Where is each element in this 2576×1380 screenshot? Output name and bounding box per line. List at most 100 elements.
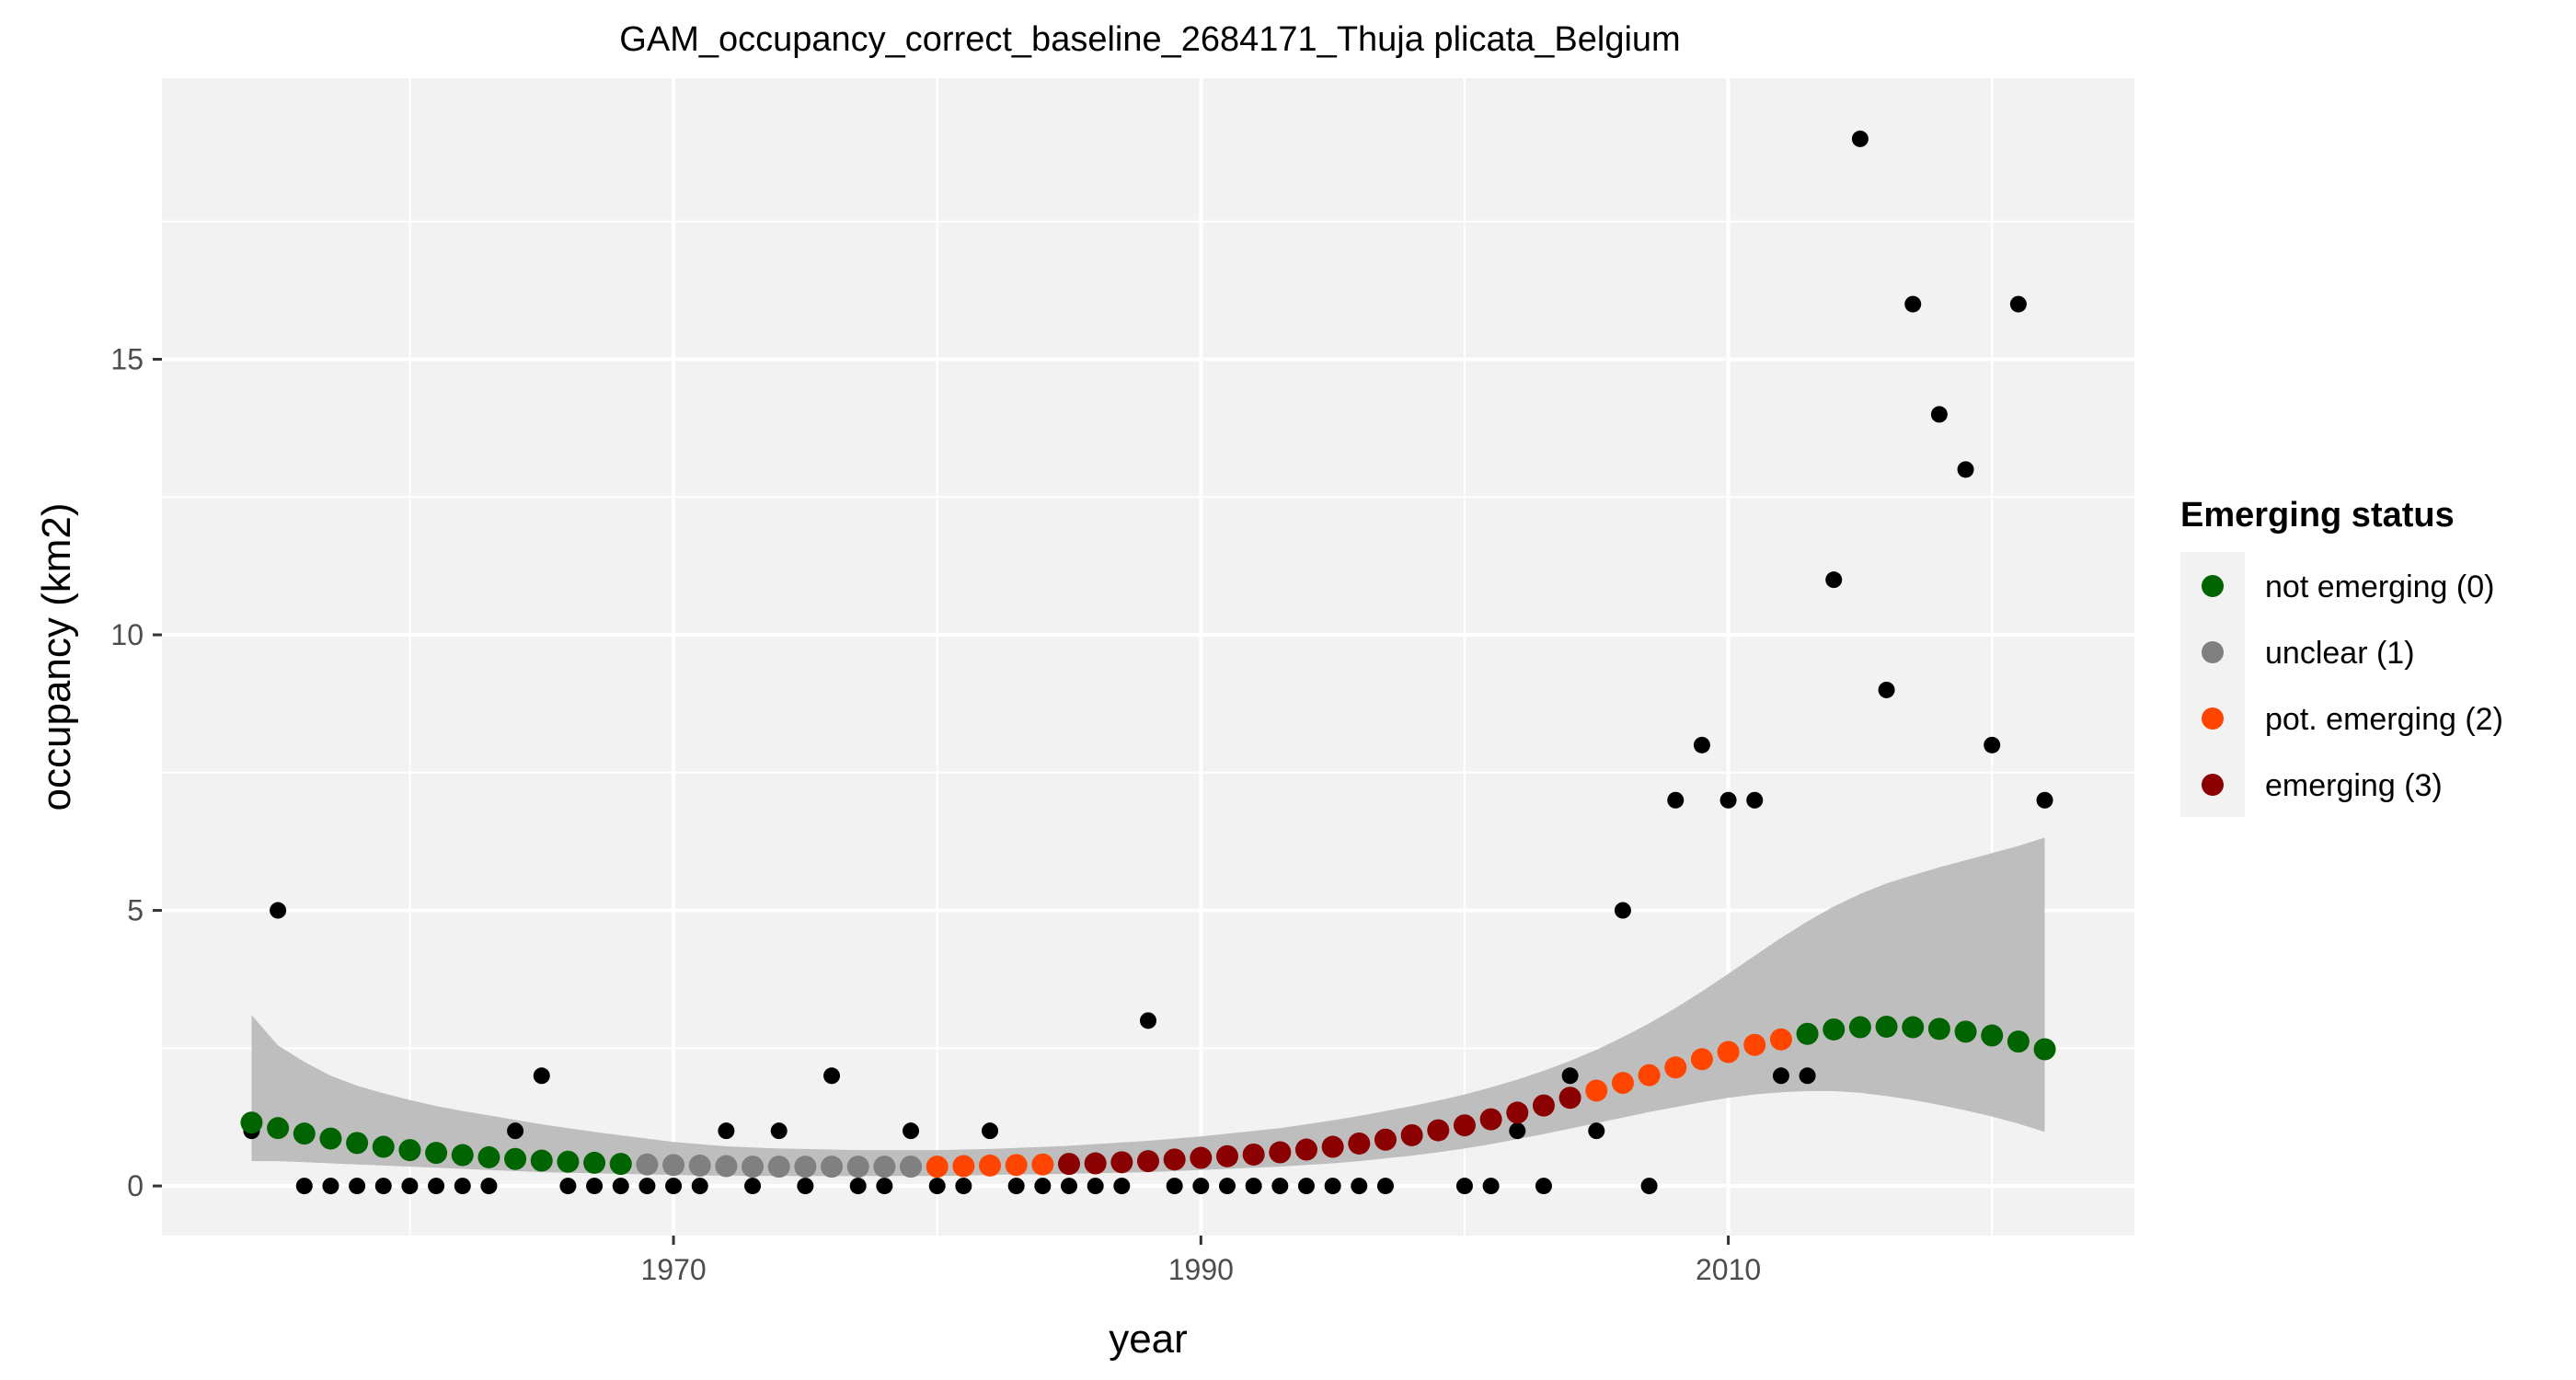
observed-point <box>1930 406 1948 423</box>
observed-point <box>1904 295 1922 313</box>
observed-point <box>480 1178 498 1195</box>
fitted-point <box>1558 1087 1581 1110</box>
observed-point <box>1535 1178 1552 1195</box>
observed-point <box>928 1178 946 1195</box>
fitted-point <box>2007 1030 2030 1053</box>
observed-point <box>295 1178 313 1195</box>
fitted-point <box>1796 1022 1819 1045</box>
observed-point <box>823 1067 841 1085</box>
fitted-point <box>504 1147 527 1170</box>
fitted-point <box>742 1156 765 1179</box>
fitted-point <box>1137 1150 1159 1173</box>
fitted-point <box>1954 1020 1977 1043</box>
legend-key <box>2202 641 2224 663</box>
fitted-point <box>1532 1094 1555 1117</box>
observed-point <box>1376 1178 1394 1195</box>
y-tick-label: 0 <box>127 1169 144 1202</box>
observed-point <box>1218 1178 1236 1195</box>
observed-point <box>1087 1178 1104 1195</box>
fitted-point <box>1427 1119 1450 1142</box>
legend-key <box>2202 575 2224 597</box>
fitted-point <box>1611 1072 1634 1095</box>
observed-point <box>797 1178 814 1195</box>
fitted-point <box>425 1142 448 1165</box>
fitted-point <box>767 1156 790 1179</box>
fitted-point <box>873 1156 896 1179</box>
observed-point <box>1667 791 1685 809</box>
observed-point <box>1509 1122 1526 1140</box>
fitted-point <box>1400 1123 1423 1146</box>
observed-point <box>955 1178 972 1195</box>
observed-point <box>586 1178 604 1195</box>
observed-point <box>1588 1122 1605 1140</box>
axes: 1970 1990 2010 0 5 10 15 <box>110 343 1761 1286</box>
fitted-point <box>1321 1135 1344 1158</box>
observed-point <box>1166 1178 1183 1195</box>
fitted-point <box>609 1153 632 1176</box>
observed-point <box>612 1178 629 1195</box>
y-axis-label: occupancy (km2) <box>34 502 79 811</box>
observed-point <box>903 1122 920 1140</box>
observed-point <box>1007 1178 1025 1195</box>
fitted-point <box>1506 1101 1529 1124</box>
fitted-point <box>293 1122 316 1145</box>
fitted-point <box>557 1150 580 1173</box>
observed-point <box>718 1122 735 1140</box>
observed-point <box>982 1122 999 1140</box>
legend-label: unclear (1) <box>2265 636 2415 671</box>
fitted-point <box>530 1149 553 1172</box>
fitted-point <box>477 1145 500 1168</box>
fitted-point <box>451 1144 474 1167</box>
x-tick-label: 1990 <box>1168 1253 1234 1286</box>
observed-point <box>849 1178 867 1195</box>
fitted-point <box>715 1155 738 1178</box>
fitted-point <box>1638 1064 1661 1087</box>
fitted-point <box>1902 1016 1925 1039</box>
fitted-point <box>372 1135 395 1158</box>
fitted-point <box>1664 1056 1687 1079</box>
observed-point <box>1245 1178 1262 1195</box>
fitted-point <box>1005 1154 1028 1177</box>
fitted-point <box>1690 1048 1713 1071</box>
fitted-point <box>979 1154 1002 1177</box>
chart-title: GAM_occupancy_correct_baseline_2684171_T… <box>619 20 1680 59</box>
observed-point <box>665 1178 683 1195</box>
fitted-point <box>636 1153 659 1176</box>
fitted-point <box>1848 1016 1871 1039</box>
observed-point <box>1271 1178 1289 1195</box>
fitted-point <box>1981 1024 2004 1047</box>
observed-point <box>2036 791 2053 809</box>
observed-point <box>1693 736 1710 753</box>
fitted-point <box>1215 1144 1238 1167</box>
fitted-point <box>846 1156 869 1179</box>
fitted-point <box>1058 1153 1081 1176</box>
legend-key <box>2202 707 2224 730</box>
legend-key <box>2202 774 2224 796</box>
y-tick-label: 5 <box>127 894 144 927</box>
observed-point <box>1614 902 1631 919</box>
observed-point <box>270 902 287 919</box>
fitted-point <box>583 1151 606 1174</box>
fitted-point <box>1453 1114 1476 1137</box>
fitted-point <box>1769 1028 1792 1051</box>
fitted-point <box>1163 1148 1186 1171</box>
legend-label: emerging (3) <box>2265 768 2443 803</box>
legend-label: not emerging (0) <box>2265 569 2494 604</box>
observed-point <box>533 1067 550 1085</box>
observed-point <box>1324 1178 1341 1195</box>
y-tick-label: 15 <box>110 343 144 376</box>
observed-point <box>1140 1012 1156 1029</box>
fitted-point <box>1585 1079 1608 1102</box>
fitted-point <box>319 1127 342 1150</box>
observed-point <box>876 1178 893 1195</box>
fitted-point <box>1743 1033 1766 1056</box>
observed-point <box>428 1178 445 1195</box>
fitted-point <box>1269 1141 1292 1164</box>
legend-label: pot. emerging (2) <box>2265 702 2503 737</box>
legend: Emerging status not emerging (0) unclear … <box>2180 496 2503 817</box>
observed-point <box>1957 461 1974 478</box>
fitted-point <box>900 1156 923 1179</box>
observed-point <box>1455 1178 1473 1195</box>
observed-point <box>1772 1067 1789 1085</box>
